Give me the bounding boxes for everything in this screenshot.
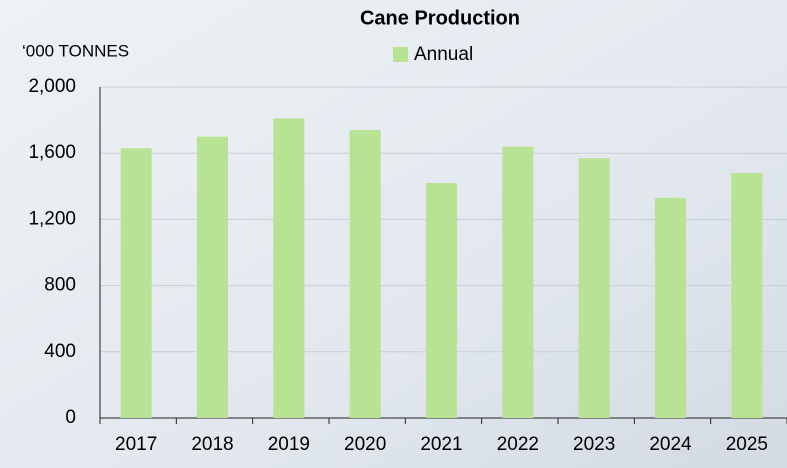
bar xyxy=(120,148,152,419)
y-axis-label: ‘000 TONNES xyxy=(22,41,129,60)
x-tick-label: 2018 xyxy=(191,434,233,455)
bar xyxy=(273,118,305,418)
y-tick-label: 1,600 xyxy=(28,142,76,163)
y-tick-label: 0 xyxy=(65,407,76,428)
bar xyxy=(349,130,381,418)
x-tick-label: 2025 xyxy=(726,434,768,455)
bar xyxy=(655,197,686,418)
bar xyxy=(502,146,534,418)
bar xyxy=(426,182,457,418)
bar xyxy=(578,158,610,419)
legend-label: Annual xyxy=(414,44,473,65)
bar xyxy=(197,136,228,418)
x-tick-label: 2022 xyxy=(497,434,539,455)
y-tick-label: 2,000 xyxy=(28,76,76,97)
x-tick-label: 2017 xyxy=(115,434,157,455)
chart-title: Cane Production xyxy=(360,7,520,29)
x-tick-label: 2023 xyxy=(573,434,615,455)
bar xyxy=(731,173,763,418)
y-tick-label: 1,200 xyxy=(28,208,76,229)
x-tick-label: 2024 xyxy=(649,434,692,455)
x-tick-label: 2019 xyxy=(268,434,310,455)
x-tick-label: 2020 xyxy=(344,434,386,455)
y-tick-label: 400 xyxy=(44,341,76,362)
y-tick-label: 800 xyxy=(44,275,76,296)
legend-swatch xyxy=(393,47,408,62)
x-tick-label: 2021 xyxy=(420,434,462,455)
